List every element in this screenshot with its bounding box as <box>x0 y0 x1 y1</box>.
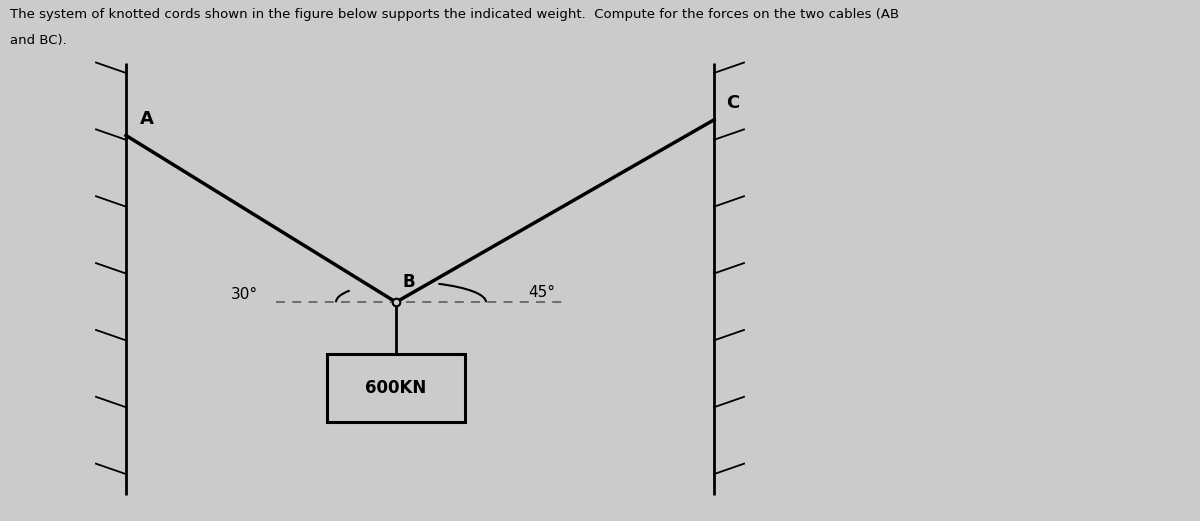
Text: 45°: 45° <box>528 286 554 300</box>
Text: 600KN: 600KN <box>365 379 427 397</box>
Text: and BC).: and BC). <box>10 34 66 47</box>
Text: The system of knotted cords shown in the figure below supports the indicated wei: The system of knotted cords shown in the… <box>10 8 899 21</box>
Text: C: C <box>726 94 739 112</box>
Text: 30°: 30° <box>230 287 258 302</box>
Text: B: B <box>402 272 415 291</box>
Bar <box>326 354 466 422</box>
Text: A: A <box>140 109 155 128</box>
